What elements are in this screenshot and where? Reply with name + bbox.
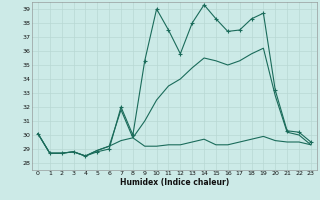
- X-axis label: Humidex (Indice chaleur): Humidex (Indice chaleur): [120, 178, 229, 187]
